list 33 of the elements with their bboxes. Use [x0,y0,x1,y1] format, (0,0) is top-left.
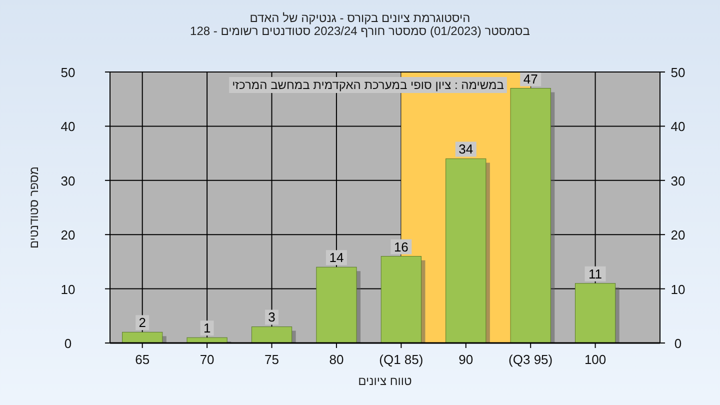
x-tick-label: 65 [135,352,150,367]
y2-tick-label: 20 [670,228,686,243]
x-tick-label: (Q1 85) [379,352,424,367]
x-tick-label: 75 [264,352,279,367]
x-tick-label: (Q3 95) [508,352,553,367]
y-axis-title: מספר סטודנטים [27,166,41,249]
y2-tick-label: 50 [670,65,686,80]
data-label: 2 [138,315,146,330]
y-tick-label: 40 [60,119,76,134]
y2-tick-label: 40 [670,119,686,134]
x-tick-label: 90 [458,352,474,367]
data-label: 1 [203,320,211,336]
y-tick-label: 10 [60,282,76,297]
y-tick-label: 0 [64,336,72,351]
y-tick-label: 30 [60,173,76,188]
y2-tick-label: 30 [670,173,686,188]
x-tick-label: 100 [584,352,606,367]
y-tick-label: 20 [60,228,76,243]
annotation: במשימה : ציון סופי במערכת האקדמית במחשב המרכזי [232,78,504,92]
y2-tick-label: 0 [674,336,682,351]
data-label: 47 [523,71,538,86]
x-tick-label: 80 [329,352,344,367]
chart-title: היסטוגרמת ציונים בקורס - גנטיקה של האדם [250,11,470,25]
data-label: 34 [458,142,474,157]
data-label: 16 [394,239,408,254]
x-axis-title: טווח ציונים [358,374,412,388]
data-label: 3 [268,310,276,325]
data-label: 14 [329,250,344,266]
y-tick-label: 50 [60,65,76,80]
y2-tick-label: 10 [670,282,686,297]
data-label: 11 [588,266,602,282]
chart-subtitle: בסמסטר (01/2023) סמסטר חורף 2023/24 סטודנטים רשומים - 128 [190,24,530,38]
x-tick-label: 70 [200,352,214,367]
